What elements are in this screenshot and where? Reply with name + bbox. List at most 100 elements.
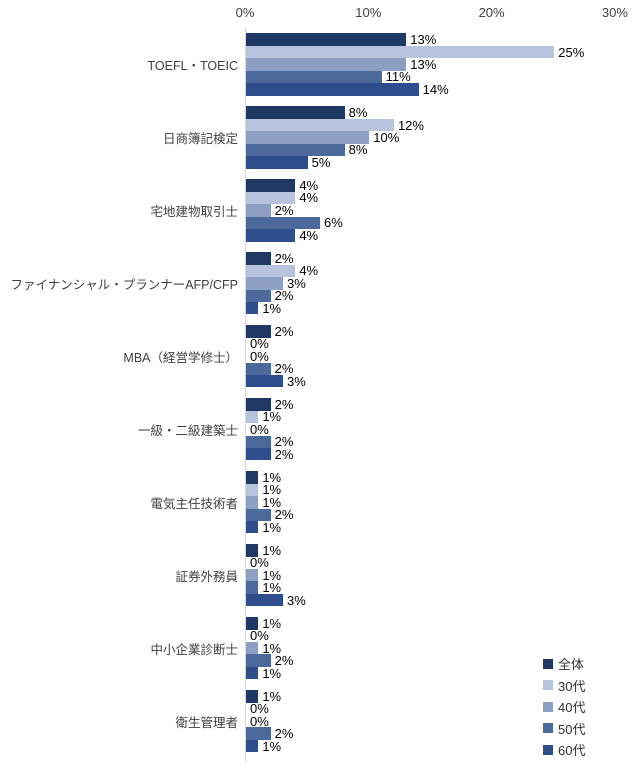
bar-50代 <box>246 70 382 84</box>
bar-row: 8% <box>246 105 640 121</box>
bar-row: 1% <box>246 409 640 425</box>
bar-row: 1% <box>246 494 640 510</box>
bar-row: 2% <box>246 508 640 521</box>
x-axis-tick: 20% <box>478 5 505 20</box>
value-label: 13% <box>410 56 437 72</box>
bar-row: 11% <box>246 70 640 84</box>
bar-40代 <box>246 496 259 509</box>
value-label: 1% <box>262 567 282 583</box>
category-bars: 2% 4% 3% 2% 1% <box>246 247 640 320</box>
category-label: 宅地建物取引士 <box>150 204 238 219</box>
bar-50代 <box>246 143 345 157</box>
value-label: 5% <box>311 154 331 170</box>
bar-row: 1% <box>246 544 640 557</box>
bar-60代 <box>246 447 271 461</box>
bar-row: 13% <box>246 33 640 46</box>
value-label: 2% <box>274 434 294 450</box>
value-label: 1% <box>262 300 282 316</box>
value-label: 3% <box>286 592 306 608</box>
bar-row: 2% <box>246 654 640 667</box>
category-bars: 2% 0% 0% 2% 3% <box>246 320 640 393</box>
legend-item: 60代 <box>543 739 585 761</box>
value-label: 1% <box>262 580 282 596</box>
bar-row: 13% <box>246 56 640 72</box>
value-label: 1% <box>262 615 282 631</box>
bar-row: 2% <box>246 447 640 461</box>
category-group: 日商簿記検定 8% 12% 10% 8% 5% <box>0 101 640 174</box>
category-group: ファイナンシャル・プランナーAFP/CFP 2% 4% 3% 2% 1% <box>0 247 640 320</box>
bar-全体 <box>246 33 407 46</box>
plot-area: TOEFL・TOEIC 13% 25% 13% 11% 14% 日商簿記検定 8% 12% 10%… <box>0 28 640 758</box>
value-label: 25% <box>558 44 585 60</box>
legend: 全体 30代 40代 50代 60代 <box>543 653 585 761</box>
bar-60代 <box>246 83 419 96</box>
bar-60代 <box>246 156 308 169</box>
x-axis-tick: 0% <box>235 5 255 20</box>
bar-30代 <box>246 118 394 132</box>
bar-50代 <box>246 581 259 594</box>
value-label: 4% <box>299 178 319 194</box>
bar-row: 0% <box>246 556 640 569</box>
value-label: 8% <box>348 105 368 121</box>
value-label: 1% <box>262 665 282 681</box>
value-label: 1% <box>262 482 282 498</box>
bar-50代 <box>246 216 320 230</box>
value-label: 0% <box>250 628 269 644</box>
value-label: 2% <box>274 726 294 742</box>
legend-item: 40代 <box>543 696 585 718</box>
value-label: 4% <box>299 263 319 279</box>
category-label: 電気主任技術者 <box>150 496 238 511</box>
value-label: 14% <box>422 81 449 97</box>
bar-row: 1% <box>246 580 640 596</box>
bar-row: 0% <box>246 628 640 644</box>
value-label: 4% <box>299 190 319 206</box>
category-label: TOEFL・TOEIC <box>147 58 238 73</box>
bar-40代 <box>246 277 283 290</box>
bar-row: 4% <box>246 190 640 206</box>
bar-30代 <box>246 264 296 278</box>
legend-item: 全体 <box>543 653 585 675</box>
bar-全体 <box>246 690 259 703</box>
bar-row: 1% <box>246 665 640 681</box>
legend-label: 50代 <box>558 721 586 737</box>
bar-row: 1% <box>246 740 640 753</box>
category-bars: 1% 0% 1% 2% 1% <box>246 612 640 685</box>
category-label: 中小企業診断士 <box>150 642 238 657</box>
bar-全体 <box>246 325 271 338</box>
bar-row: 1% <box>246 615 640 631</box>
bar-row: 3% <box>246 592 640 608</box>
value-label: 1% <box>262 640 282 656</box>
bar-row: 2% <box>246 726 640 742</box>
category-bars: 13% 25% 13% 11% 14% <box>246 28 640 101</box>
bar-row: 0% <box>246 350 640 363</box>
category-bars: 1% 0% 1% 1% 3% <box>246 539 640 612</box>
bar-30代 <box>246 483 259 497</box>
value-label: 10% <box>373 129 400 145</box>
bar-40代 <box>246 204 271 217</box>
bar-row: 6% <box>246 215 640 231</box>
legend-swatch-icon <box>543 680 553 691</box>
bar-row: 1% <box>246 471 640 484</box>
bar-row: 2% <box>246 289 640 302</box>
value-label: 6% <box>323 215 343 231</box>
category-bars: 8% 12% 10% 8% 5% <box>246 101 640 174</box>
value-label: 12% <box>397 117 424 133</box>
value-label: 0% <box>250 701 269 717</box>
bar-row: 10% <box>246 129 640 145</box>
x-axis-tick: 10% <box>355 5 382 20</box>
value-label: 8% <box>348 142 368 158</box>
bar-row: 1% <box>246 520 640 534</box>
legend-swatch-icon <box>543 744 553 755</box>
category-group: 宅地建物取引士 4% 4% 2% 6% 4% <box>0 174 640 247</box>
bar-60代 <box>246 229 296 242</box>
bar-30代 <box>246 191 296 205</box>
category-label: 一級・二級建築士 <box>137 423 238 438</box>
value-label: 1% <box>262 409 282 425</box>
bar-全体 <box>246 106 345 119</box>
bar-row: 12% <box>246 117 640 133</box>
value-label: 0% <box>250 336 269 352</box>
bar-50代 <box>246 508 271 521</box>
bar-60代 <box>246 520 259 534</box>
value-label: 1% <box>262 494 282 510</box>
category-label: MBA（経営学修士） <box>123 350 238 365</box>
